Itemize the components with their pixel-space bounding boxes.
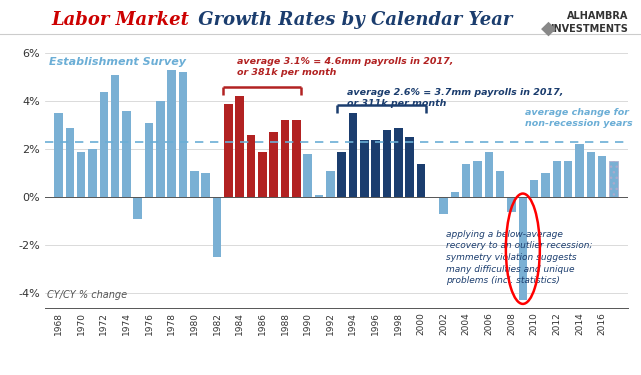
Bar [587,152,595,197]
Bar [111,75,119,197]
Bar [337,152,346,197]
Bar [462,164,470,197]
Bar [224,104,233,197]
Bar [190,171,199,197]
Bar [247,135,255,197]
Bar [315,195,323,197]
Bar [405,137,414,197]
Bar [145,123,153,197]
Bar [473,161,482,197]
Bar [99,92,108,197]
Text: Establishment Survey: Establishment Survey [49,57,187,67]
Text: ◆: ◆ [540,19,556,38]
Bar [235,96,244,197]
Bar [360,140,369,197]
Text: average 3.1% = 4.6mm payrolls in 2017,
or 381k per month: average 3.1% = 4.6mm payrolls in 2017, o… [237,57,454,77]
Bar [303,154,312,197]
Text: CY/CY % change: CY/CY % change [47,290,128,300]
Bar [575,144,584,197]
Bar [417,164,425,197]
Text: Growth Rates by Calendar Year: Growth Rates by Calendar Year [192,11,513,29]
Bar [156,101,165,197]
Bar [394,128,403,197]
Text: applying a below-average
recovery to an outlier recession;
symmetry violation su: applying a below-average recovery to an … [446,230,592,285]
Text: average 2.6% = 3.7mm payrolls in 2017,
or 311k per month: average 2.6% = 3.7mm payrolls in 2017, o… [347,88,563,108]
Bar [179,72,187,197]
Bar [451,192,459,197]
Bar [54,113,63,197]
Bar [258,152,267,197]
Bar [553,161,561,197]
Bar [598,156,606,197]
Bar [122,111,131,197]
Bar [507,197,516,211]
Bar [541,173,550,197]
Bar [609,161,618,197]
Bar [269,132,278,197]
Bar [371,140,380,197]
Bar [383,130,391,197]
Bar [496,171,504,197]
Bar [349,113,357,197]
Bar [133,197,142,219]
Bar [292,120,301,197]
Bar [281,120,289,197]
Text: Labor Market: Labor Market [51,11,189,29]
Bar [439,197,448,214]
Bar [167,70,176,197]
Bar [485,152,493,197]
Bar [326,171,335,197]
Bar [201,173,210,197]
Bar [65,128,74,197]
Text: ALHAMBRA
INVESTMENTS: ALHAMBRA INVESTMENTS [551,11,628,34]
Bar [77,152,85,197]
Bar [564,161,572,197]
Bar [88,149,97,197]
Bar [213,197,221,257]
Bar [530,180,538,197]
Text: average change for
non-recession years: average change for non-recession years [525,108,633,128]
Bar [519,197,527,300]
